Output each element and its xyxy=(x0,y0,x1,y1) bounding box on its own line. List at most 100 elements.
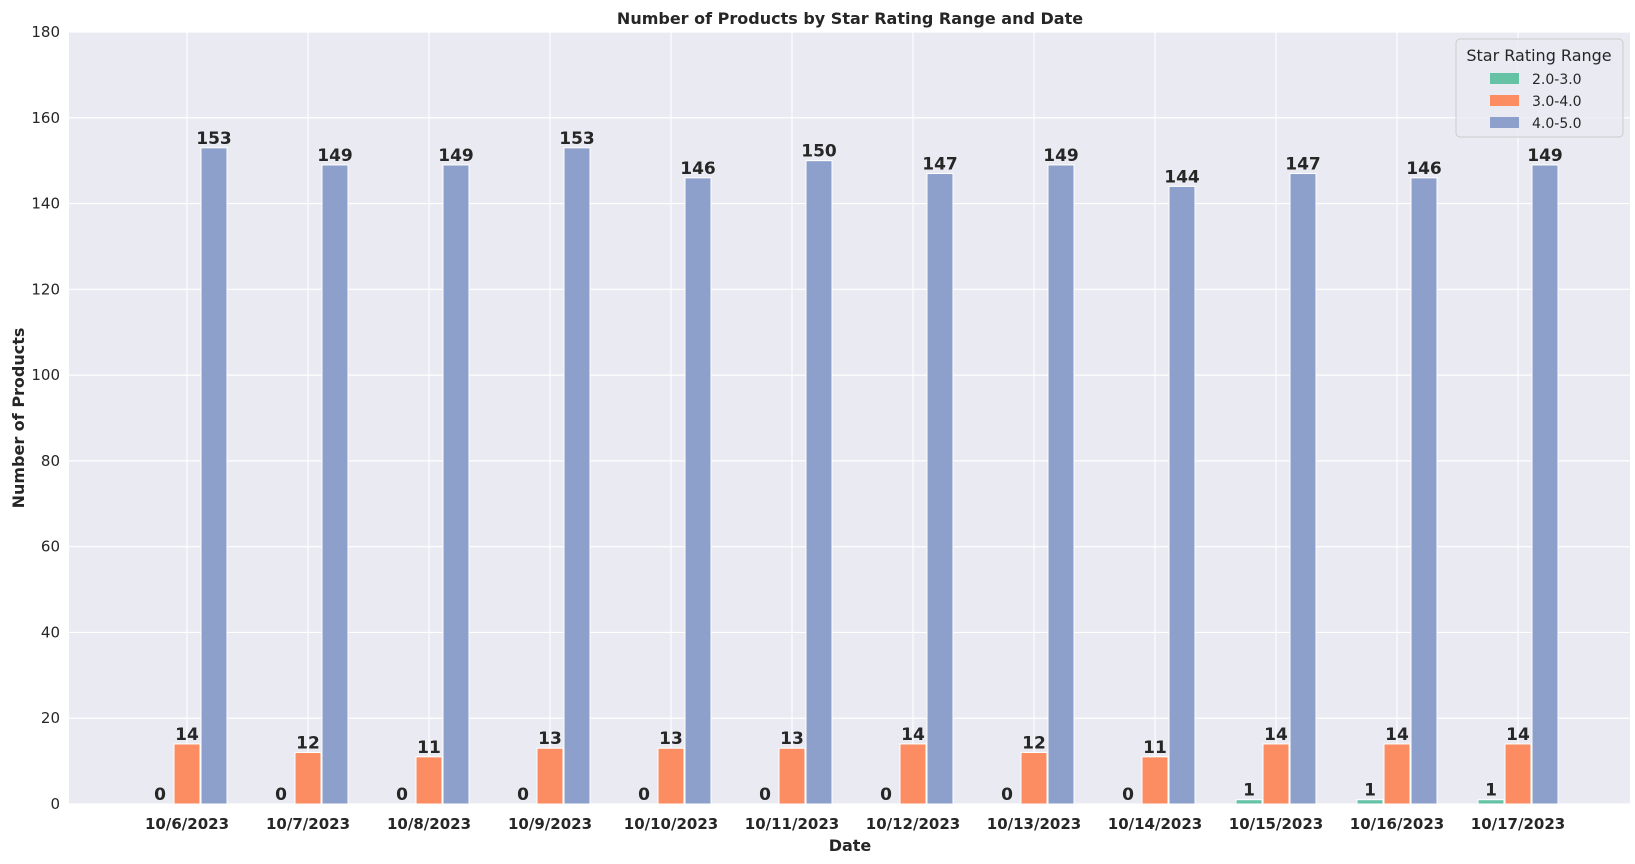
legend-label: 2.0-3.0 xyxy=(1532,72,1582,88)
x-tick-label: 10/12/2023 xyxy=(866,815,960,833)
bar-4.0-5.0-10/6/2023 xyxy=(200,147,228,805)
x-tick-label: 10/13/2023 xyxy=(987,815,1081,833)
bar-value-label: 149 xyxy=(317,146,353,166)
bar-4.0-5.0-10/16/2023 xyxy=(1410,177,1438,805)
chart-title: Number of Products by Star Rating Range … xyxy=(617,9,1083,28)
bar-value-label: 0 xyxy=(638,785,650,805)
x-tick-label: 10/10/2023 xyxy=(624,815,718,833)
x-tick-label: 10/7/2023 xyxy=(266,815,350,833)
bar-value-label: 0 xyxy=(275,785,287,805)
bar-3.0-4.0-10/7/2023 xyxy=(294,752,322,805)
bar-3.0-4.0-10/11/2023 xyxy=(778,747,806,805)
y-tick-label: 0 xyxy=(50,795,60,813)
x-tick-label: 10/8/2023 xyxy=(387,815,471,833)
bar-value-label: 14 xyxy=(1264,725,1288,745)
bar-value-label: 12 xyxy=(1022,734,1046,754)
bar-3.0-4.0-10/16/2023 xyxy=(1383,743,1411,805)
bars xyxy=(173,147,1559,805)
bar-value-label: 13 xyxy=(780,729,804,749)
legend-swatch xyxy=(1490,73,1519,84)
bar-4.0-5.0-10/17/2023 xyxy=(1531,164,1559,805)
y-tick-label: 120 xyxy=(31,280,60,298)
bar-value-label: 0 xyxy=(880,785,892,805)
bar-value-label: 13 xyxy=(659,729,683,749)
bar-3.0-4.0-10/12/2023 xyxy=(899,743,927,805)
legend: Star Rating Range 2.0-3.0 3.0-4.0 4.0-5.0 xyxy=(1455,38,1624,138)
x-tick-label: 10/14/2023 xyxy=(1108,815,1202,833)
y-axis-title: Number of Products xyxy=(9,328,28,509)
bar-value-label: 146 xyxy=(680,159,716,179)
bar-4.0-5.0-10/9/2023 xyxy=(563,147,591,805)
x-axis-ticks: 10/6/2023 10/7/2023 10/8/2023 10/9/2023 10/1… xyxy=(145,815,1565,833)
bar-value-label: 149 xyxy=(438,146,474,166)
bar-value-label: 0 xyxy=(1001,785,1013,805)
y-tick-label: 100 xyxy=(31,366,60,384)
bar-3.0-4.0-10/9/2023 xyxy=(536,747,564,805)
bar-value-label: 14 xyxy=(1385,725,1409,745)
bar-value-label: 144 xyxy=(1164,167,1200,187)
bar-value-label: 149 xyxy=(1043,146,1079,166)
legend-title: Star Rating Range xyxy=(1466,46,1611,65)
bar-2.0-3.0-10/17/2023 xyxy=(1477,799,1505,805)
bar-value-label: 0 xyxy=(759,785,771,805)
y-tick-label: 180 xyxy=(31,23,60,41)
bar-value-label: 12 xyxy=(296,734,320,754)
bar-value-label: 147 xyxy=(922,155,958,175)
bar-3.0-4.0-10/13/2023 xyxy=(1020,752,1048,805)
y-tick-label: 80 xyxy=(41,452,60,470)
bar-value-label: 0 xyxy=(517,785,529,805)
x-tick-label: 10/6/2023 xyxy=(145,815,229,833)
bar-value-label: 1 xyxy=(1364,781,1376,801)
bar-3.0-4.0-10/10/2023 xyxy=(657,747,685,805)
bar-labels: 0141530121490111490131530131460131500141… xyxy=(154,129,1563,805)
x-tick-label: 10/17/2023 xyxy=(1471,815,1565,833)
y-tick-label: 160 xyxy=(31,109,60,127)
y-tick-label: 140 xyxy=(31,195,60,213)
y-axis-ticks: 0 20 40 60 80 100 120 140 160 180 xyxy=(31,23,60,813)
bar-value-label: 14 xyxy=(901,725,925,745)
bar-value-label: 1 xyxy=(1243,781,1255,801)
bar-value-label: 11 xyxy=(417,738,441,758)
bar-4.0-5.0-10/11/2023 xyxy=(805,160,833,805)
x-tick-label: 10/11/2023 xyxy=(745,815,839,833)
bar-value-label: 1 xyxy=(1485,781,1497,801)
legend-swatch xyxy=(1490,117,1519,128)
bar-value-label: 0 xyxy=(1122,785,1134,805)
legend-box xyxy=(1455,38,1624,138)
plot-background xyxy=(69,32,1630,804)
bar-value-label: 146 xyxy=(1406,159,1442,179)
bar-2.0-3.0-10/16/2023 xyxy=(1356,799,1384,805)
bar-4.0-5.0-10/13/2023 xyxy=(1047,164,1075,805)
legend-items: 2.0-3.0 3.0-4.0 4.0-5.0 xyxy=(1490,72,1582,132)
y-tick-label: 60 xyxy=(41,538,60,556)
bar-4.0-5.0-10/7/2023 xyxy=(321,164,349,805)
bar-3.0-4.0-10/14/2023 xyxy=(1141,756,1169,805)
bar-value-label: 13 xyxy=(538,729,562,749)
bar-4.0-5.0-10/14/2023 xyxy=(1168,185,1196,805)
bar-4.0-5.0-10/12/2023 xyxy=(926,173,954,805)
legend-swatch xyxy=(1490,95,1519,106)
bar-value-label: 14 xyxy=(175,725,199,745)
bar-value-label: 147 xyxy=(1285,155,1321,175)
y-tick-label: 40 xyxy=(41,623,60,641)
bar-3.0-4.0-10/15/2023 xyxy=(1262,743,1290,805)
bar-4.0-5.0-10/10/2023 xyxy=(684,177,712,805)
bar-value-label: 14 xyxy=(1506,725,1530,745)
bar-3.0-4.0-10/6/2023 xyxy=(173,743,201,805)
bar-3.0-4.0-10/8/2023 xyxy=(415,756,443,805)
bar-value-label: 153 xyxy=(196,129,232,149)
legend-label: 3.0-4.0 xyxy=(1532,94,1582,110)
bar-value-label: 149 xyxy=(1527,146,1563,166)
y-tick-label: 20 xyxy=(41,709,60,727)
x-tick-label: 10/16/2023 xyxy=(1350,815,1444,833)
legend-label: 4.0-5.0 xyxy=(1532,116,1582,132)
bar-4.0-5.0-10/15/2023 xyxy=(1289,173,1317,805)
x-tick-label: 10/9/2023 xyxy=(508,815,592,833)
bar-value-label: 0 xyxy=(154,785,166,805)
bar-4.0-5.0-10/8/2023 xyxy=(442,164,470,805)
bar-value-label: 11 xyxy=(1143,738,1167,758)
x-axis-title: Date xyxy=(829,836,872,855)
bar-3.0-4.0-10/17/2023 xyxy=(1504,743,1532,805)
x-tick-label: 10/15/2023 xyxy=(1229,815,1323,833)
